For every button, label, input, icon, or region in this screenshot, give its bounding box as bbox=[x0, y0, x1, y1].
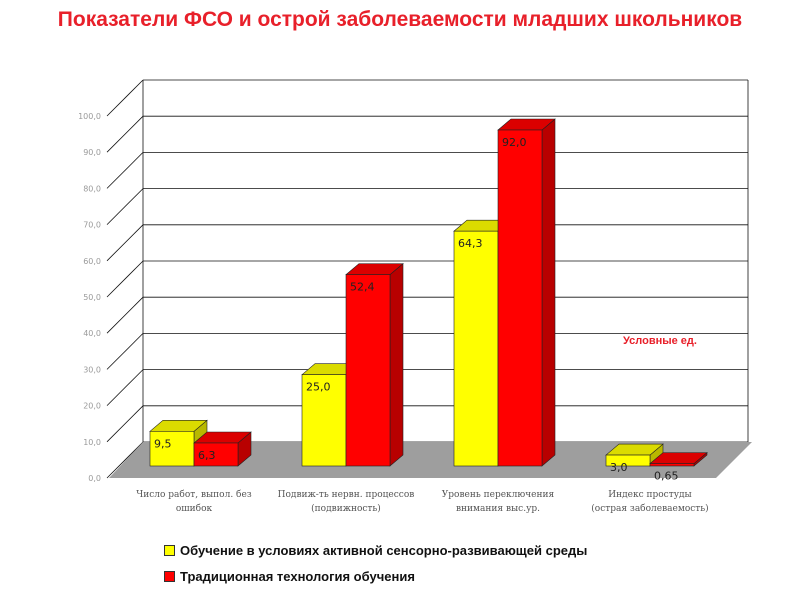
gridline-diag bbox=[106, 224, 144, 262]
category-label: внимания выс.ур. bbox=[456, 504, 540, 514]
y-tick-label: 30,0 bbox=[83, 365, 101, 374]
legend-label-series-1: Обучение в условиях активной сенсорно-ра… bbox=[180, 542, 588, 558]
y-tick-label: 20,0 bbox=[83, 402, 101, 411]
bar-value-label: 64,3 bbox=[458, 237, 483, 250]
chart-floor bbox=[109, 442, 752, 478]
category-label: Индекс простуды bbox=[608, 490, 691, 500]
bar bbox=[193, 442, 239, 467]
category-label: Подвиж-ть нервн. процессов bbox=[278, 490, 415, 500]
units-annotation: Условные ед. bbox=[623, 335, 697, 347]
bar-value-label: 3,0 bbox=[610, 461, 628, 474]
category-label: Уровень переключения bbox=[442, 490, 555, 500]
y-tick-label: 100,0 bbox=[78, 112, 101, 121]
legend: Обучение в условиях активной сенсорно-ра… bbox=[164, 539, 724, 591]
category-label: (острая заболеваемость) bbox=[591, 503, 708, 514]
y-tick-label: 80,0 bbox=[83, 184, 101, 193]
bar bbox=[497, 129, 543, 467]
legend-label-series-2: Традиционная технология обучения bbox=[180, 568, 415, 584]
bar-value-label: 6,3 bbox=[198, 449, 216, 462]
bar-side bbox=[389, 262, 404, 467]
gridline-diag bbox=[106, 79, 144, 117]
y-tick-label: 90,0 bbox=[83, 148, 101, 157]
gridline-diag bbox=[106, 369, 144, 406]
gridline-diag bbox=[106, 260, 144, 298]
y-tick-label: 40,0 bbox=[83, 329, 101, 338]
bar bbox=[605, 454, 651, 467]
bar-value-label: 25,0 bbox=[306, 381, 331, 394]
gridline-diag bbox=[106, 296, 144, 334]
legend-swatch-yellow bbox=[164, 544, 175, 556]
chart-title: Показатели ФСО и острой заболеваемости м… bbox=[57, 8, 743, 31]
gridline-diag bbox=[106, 152, 144, 189]
y-tick-label: 10,0 bbox=[83, 438, 101, 447]
category-label: (подвижность) bbox=[311, 503, 381, 514]
category-label: Число работ, выпол. без bbox=[136, 489, 251, 500]
gridline-diag bbox=[106, 405, 144, 443]
bar-value-label: 52,4 bbox=[350, 281, 375, 294]
bar bbox=[149, 431, 195, 467]
gridline-diag bbox=[106, 441, 144, 479]
gridline-diag bbox=[106, 333, 144, 370]
gridline-diag bbox=[106, 188, 144, 225]
bar bbox=[345, 274, 391, 467]
bar-value-label: 92,0 bbox=[502, 136, 527, 149]
bar-side bbox=[541, 118, 556, 467]
bar-value-label: 0,65 bbox=[654, 470, 679, 483]
bar bbox=[301, 374, 347, 467]
bar-chart: 0,0 10,0 20,0 30,0 40,0 50,0 60,0 70,0 80,0 90,0 1… bbox=[78, 79, 752, 514]
bar bbox=[649, 463, 695, 467]
category-label: ошибок bbox=[176, 503, 213, 514]
legend-item-series-2: Традиционная технология обучения bbox=[164, 565, 724, 587]
y-tick-label: 50,0 bbox=[83, 293, 101, 302]
y-tick-label: 70,0 bbox=[83, 221, 101, 230]
legend-item-series-1: Обучение в условиях активной сенсорно-ра… bbox=[164, 539, 724, 561]
gridline-diag bbox=[106, 115, 144, 153]
bar bbox=[453, 230, 499, 467]
bar-value-label: 9,5 bbox=[154, 437, 172, 450]
y-tick-label: 0,0 bbox=[88, 474, 101, 483]
legend-swatch-red bbox=[164, 570, 175, 582]
y-tick-label: 60,0 bbox=[83, 257, 101, 266]
